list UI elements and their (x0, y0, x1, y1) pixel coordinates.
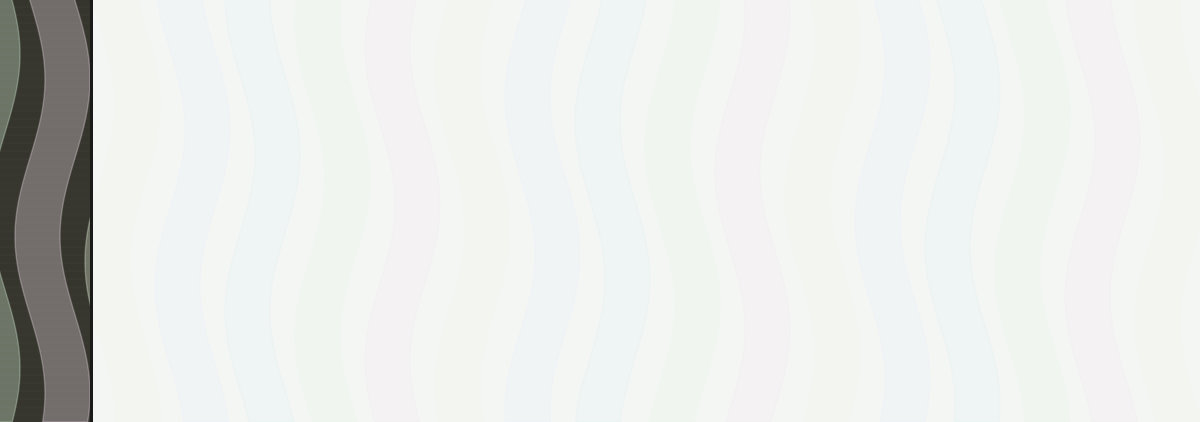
Polygon shape (85, 0, 160, 422)
Bar (0, 200, 90, 206)
Bar (0, 88, 90, 94)
Bar (0, 104, 90, 110)
Bar (0, 8, 90, 14)
Bar (0, 56, 90, 62)
Polygon shape (505, 0, 580, 422)
Bar (0, 168, 90, 174)
Polygon shape (925, 0, 1000, 422)
Bar (0, 408, 90, 414)
Bar (0, 136, 90, 142)
Text: $x^2 - x = 0$ has solution(s):: $x^2 - x = 0$ has solution(s): (138, 100, 407, 128)
Polygon shape (1066, 0, 1140, 422)
Polygon shape (1135, 0, 1200, 422)
Bar (0, 384, 90, 390)
Bar (0, 400, 90, 406)
Bar (0, 224, 90, 230)
Bar (0, 376, 90, 382)
Bar (0, 48, 90, 54)
Bar (0, 176, 90, 182)
Polygon shape (295, 0, 370, 422)
Bar (0, 0, 90, 6)
Bar (0, 160, 90, 166)
Bar (0, 368, 90, 374)
Bar (0, 232, 90, 238)
FancyBboxPatch shape (413, 344, 641, 395)
Bar (0, 16, 90, 22)
Bar (0, 152, 90, 158)
Bar (0, 304, 90, 310)
Bar (0, 80, 90, 86)
Bar (0, 416, 90, 422)
Text: . If an equation has more than one solution, you must: . If an equation has more than one solut… (608, 44, 1098, 62)
Text: by factoring: by factoring (486, 44, 608, 62)
Polygon shape (0, 0, 20, 422)
Bar (0, 128, 90, 134)
Polygon shape (715, 0, 790, 422)
Bar (0, 144, 90, 150)
Bar (0, 0, 90, 422)
Text: enter all of them separated by commas. (For example, if the solutions are 1 and : enter all of them separated by commas. (… (138, 97, 947, 115)
Polygon shape (226, 0, 300, 422)
Polygon shape (575, 0, 650, 422)
Bar (0, 72, 90, 78)
Bar (0, 208, 90, 214)
Polygon shape (995, 0, 1070, 422)
Polygon shape (436, 0, 510, 422)
Bar (0, 272, 90, 278)
Bar (0, 64, 90, 70)
Text: .): .) (986, 97, 998, 115)
FancyBboxPatch shape (452, 257, 680, 308)
Bar (0, 296, 90, 302)
Bar (90, 0, 94, 422)
Bar (0, 112, 90, 118)
Bar (0, 40, 90, 46)
FancyBboxPatch shape (413, 171, 641, 222)
Bar (0, 184, 90, 190)
Bar (0, 96, 90, 102)
Text: $x^2 = 2x + 8$ has solution(s):: $x^2 = 2x + 8$ has solution(s): (138, 355, 420, 383)
FancyBboxPatch shape (400, 89, 628, 139)
Bar (0, 344, 90, 350)
Bar (0, 312, 90, 318)
Bar (0, 256, 90, 262)
Polygon shape (856, 0, 930, 422)
Polygon shape (785, 0, 860, 422)
Bar (0, 360, 90, 366)
Bar (0, 264, 90, 270)
Text: $x^2 - 4x = 0$ has solution(s):: $x^2 - 4x = 0$ has solution(s): (138, 182, 420, 210)
Bar (0, 120, 90, 126)
Polygon shape (155, 0, 230, 422)
Text: Solve each of the following equations: Solve each of the following equations (138, 44, 486, 62)
Bar (0, 216, 90, 222)
Bar (0, 248, 90, 254)
Bar (0, 320, 90, 326)
Bar (0, 32, 90, 38)
Bar (0, 352, 90, 358)
Bar (0, 336, 90, 342)
Polygon shape (365, 0, 440, 422)
Bar (0, 288, 90, 294)
Bar (0, 24, 90, 30)
Bar (0, 280, 90, 286)
Text: 1,-1: 1,-1 (947, 97, 986, 115)
Bar (0, 240, 90, 246)
Bar (0, 192, 90, 198)
Bar (0, 392, 90, 398)
Polygon shape (646, 0, 720, 422)
Polygon shape (16, 0, 90, 422)
Bar (0, 328, 90, 334)
Text: $x^2 - 4x + 3 = 0$ has solution(s):: $x^2 - 4x + 3 = 0$ has solution(s): (138, 269, 460, 297)
